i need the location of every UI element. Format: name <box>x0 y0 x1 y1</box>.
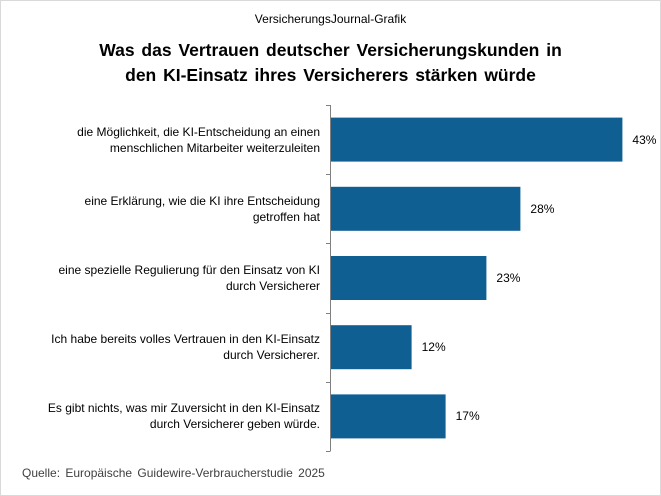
value-label-5: 17% <box>455 409 480 424</box>
category-label-3-line-1: eine spezielle Regulierung für den Einsa… <box>58 263 321 277</box>
category-label-4-line-2: durch Versicherer. <box>223 348 320 363</box>
bar-4 <box>330 325 412 370</box>
category-label-5-line-2: durch Versicherer geben würde. <box>149 417 320 432</box>
category-label-3-line-2: durch Versicherer <box>225 279 320 293</box>
chart-title-line-1: Was das Vertrauen deutscher Versicherung… <box>99 40 562 60</box>
value-label-4: 12% <box>421 340 446 355</box>
category-label-2-line-2: getroffen hat <box>252 209 320 224</box>
value-label-2: 28% <box>530 201 555 216</box>
value-label-1: 43% <box>632 132 657 147</box>
bar-3 <box>330 256 487 300</box>
chart-title-line-2: den KI-Einsatz ihres Versicherers stärke… <box>125 65 536 85</box>
category-label-1-line-1: die Möglichkeit, die KI-Entscheidung an … <box>77 124 320 139</box>
category-label-1-line-2: menschlichen Mitarbeiter weiterzuleiten <box>109 140 320 155</box>
bar-1 <box>330 117 623 162</box>
category-label-5: Es gibt nichts, was mir Zuversicht in de… <box>0 400 320 432</box>
source-footnote: Quelle: Europäische Guidewire-Verbrauche… <box>22 466 325 480</box>
category-label-3: eine spezielle Regulierung für den Einsa… <box>0 262 321 294</box>
category-label-1: die Möglichkeit, die KI-Entscheidung an … <box>0 124 320 156</box>
category-label-4-line-1: Ich habe bereits volles Vertrauen in den… <box>51 332 320 347</box>
bar-2 <box>330 186 521 231</box>
category-label-5-line-1: Es gibt nichts, was mir Zuversicht in de… <box>47 401 320 416</box>
category-label-4: Ich habe bereits volles Vertrauen in den… <box>0 331 320 363</box>
bar-5 <box>330 394 446 439</box>
category-label-2-line-1: eine Erklärung, wie die KI ihre Entschei… <box>84 193 320 208</box>
chart-title: Was das Vertrauen deutscher Versicherung… <box>1 38 660 88</box>
source-label: VersicherungsJournal-Grafik <box>254 12 407 26</box>
category-label-2: eine Erklärung, wie die KI ihre Entschei… <box>0 193 320 225</box>
value-label-3: 23% <box>496 271 521 285</box>
